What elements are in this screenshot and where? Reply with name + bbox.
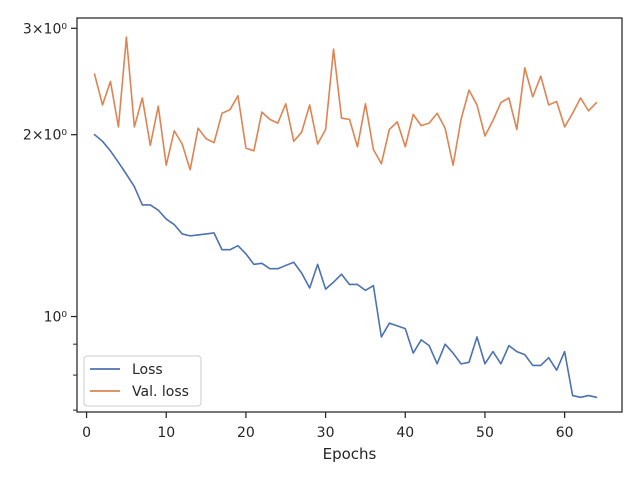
y-tick-label: 2×10⁰: [23, 128, 67, 144]
y-tick-label: 10⁰: [44, 310, 68, 326]
legend: Loss Val. loss: [83, 355, 202, 407]
x-tick-label: 0: [82, 425, 91, 441]
legend-label-loss: Loss: [132, 362, 163, 378]
x-tick-label: 60: [556, 425, 574, 441]
y-tick-label: 3×10⁰: [23, 21, 67, 37]
legend-label-val-loss: Val. loss: [132, 384, 189, 400]
x-tick-label: 30: [317, 425, 335, 441]
tick-labels-layer: 0 10 20 30 40 50 60 10⁰ 2×10⁰ 3×10⁰: [23, 21, 574, 441]
x-tick-label: 10: [157, 425, 175, 441]
x-axis-label: Epochs: [323, 445, 377, 463]
series-line-val-loss: [93, 36, 598, 171]
x-tick-label: 20: [237, 425, 255, 441]
x-tick-label: 50: [476, 425, 494, 441]
x-tick-label: 40: [396, 425, 414, 441]
series-line-loss: [93, 133, 598, 399]
tick-marks-layer: [71, 27, 566, 418]
plot-frame: [76, 17, 623, 413]
series-layer: [93, 36, 598, 399]
